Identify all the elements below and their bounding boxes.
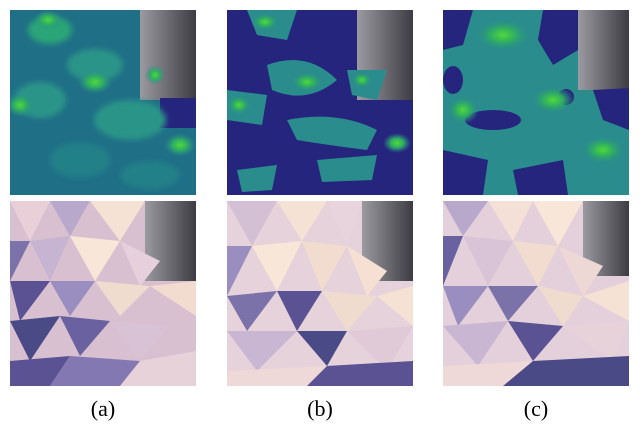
heatmap-panel-c bbox=[443, 10, 629, 195]
caption-b: (b) bbox=[307, 396, 333, 421]
caption-c: (c) bbox=[523, 396, 549, 421]
heatmap-panel-a bbox=[10, 10, 196, 195]
render-panel-c bbox=[443, 201, 629, 386]
render-panel-a bbox=[10, 201, 196, 386]
heatmap-panel-b bbox=[227, 10, 413, 195]
caption-a: (a) bbox=[90, 396, 116, 421]
render-panel-b bbox=[227, 201, 413, 386]
